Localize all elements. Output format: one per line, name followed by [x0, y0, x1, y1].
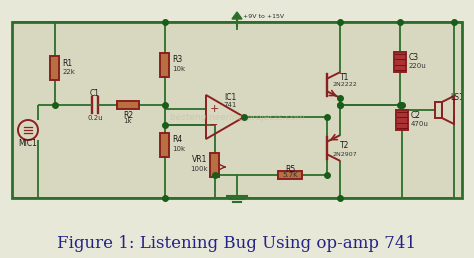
Text: 2N2222: 2N2222: [332, 83, 357, 87]
Text: Figure 1: Listening Bug Using op-amp 741: Figure 1: Listening Bug Using op-amp 741: [57, 235, 417, 252]
Text: R5: R5: [285, 165, 295, 173]
Text: 2N2907: 2N2907: [332, 152, 357, 157]
Text: 100k: 100k: [190, 166, 208, 172]
Text: C2: C2: [411, 110, 421, 119]
Bar: [278, 171, 302, 179]
Text: 10k: 10k: [173, 66, 186, 72]
Text: 220u: 220u: [409, 63, 427, 69]
Text: −: −: [210, 120, 219, 130]
Text: +9V to +15V: +9V to +15V: [243, 14, 284, 20]
Text: VR1: VR1: [192, 156, 208, 165]
Text: bestengineering projects.com: bestengineering projects.com: [170, 114, 304, 123]
Bar: [12, 22, 462, 198]
Text: MIC1: MIC1: [18, 139, 37, 148]
Bar: [161, 53, 170, 77]
Bar: [161, 133, 170, 157]
Text: IC1: IC1: [224, 93, 236, 101]
Text: R1: R1: [63, 59, 73, 68]
Text: 5.7K: 5.7K: [282, 172, 298, 178]
Text: 0.2u: 0.2u: [87, 115, 103, 121]
Bar: [394, 52, 406, 72]
Text: C3: C3: [409, 52, 419, 61]
Text: R3: R3: [173, 55, 183, 64]
Bar: [435, 102, 442, 118]
Bar: [117, 101, 139, 109]
Text: 22k: 22k: [63, 69, 75, 75]
Text: +: +: [210, 104, 219, 114]
Bar: [12, 22, 462, 198]
Bar: [51, 56, 60, 80]
Text: 470u: 470u: [411, 121, 429, 127]
Text: T1: T1: [340, 72, 349, 82]
Text: LS1: LS1: [450, 93, 464, 101]
Bar: [210, 153, 219, 177]
Text: R2: R2: [123, 110, 133, 119]
Text: T2: T2: [340, 141, 349, 150]
Text: C1: C1: [90, 88, 100, 98]
Text: 741: 741: [223, 102, 237, 108]
Polygon shape: [232, 12, 242, 19]
Text: 10k: 10k: [173, 146, 186, 152]
Text: R4: R4: [173, 135, 183, 144]
Bar: [396, 110, 408, 130]
Text: 1k: 1k: [124, 118, 132, 124]
